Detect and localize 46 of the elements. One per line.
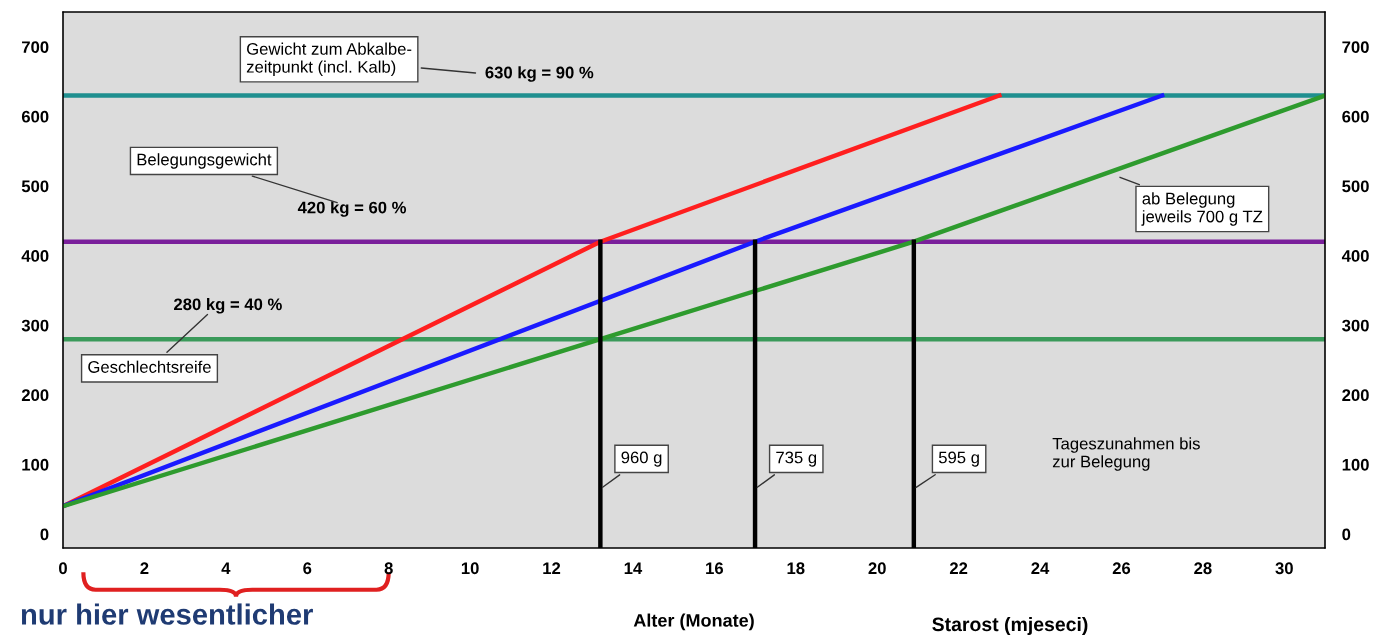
- ref-line-label: 280 kg = 40 %: [174, 297, 282, 314]
- x-tick-label: 28: [1194, 562, 1212, 575]
- y-tick-label: 300: [21, 319, 49, 332]
- x-tick-label: 22: [949, 562, 968, 574]
- x-axis-title: Alter (Monate): [633, 613, 754, 631]
- x-tick-label: 8: [384, 562, 393, 575]
- x-tick-label: 4: [221, 562, 231, 574]
- annotation: Geschlechtsreife: [88, 360, 211, 373]
- x-tick-label: 14: [624, 562, 643, 574]
- annotation: 735 g: [776, 451, 817, 467]
- y2-tick-label: 100: [1342, 458, 1369, 471]
- y-tick-label: 400: [21, 250, 49, 262]
- y-tick-label: 500: [21, 180, 49, 193]
- y-tick-label: 700: [22, 41, 49, 54]
- x-tick-label: 10: [461, 562, 479, 575]
- y-tick-label: 0: [40, 528, 49, 541]
- y-tick-label: 600: [21, 110, 49, 123]
- ref-line-label: 420 kg = 60 %: [297, 201, 407, 217]
- x-tick-label: 0: [59, 562, 67, 575]
- x-tick-label: 2: [140, 562, 149, 574]
- x-tick-label: 20: [868, 562, 886, 575]
- y2-tick-label: 700: [1342, 41, 1369, 54]
- y2-tick-label: 300: [1342, 319, 1369, 332]
- y-tick-label: 100: [22, 458, 49, 471]
- x-tick-label: 12: [543, 562, 561, 574]
- x-tick-label: 6: [303, 562, 312, 575]
- y2-tick-label: 0: [1342, 528, 1351, 541]
- annotation: ab Belegung jeweils 700 g TZ: [1141, 192, 1263, 226]
- y2-tick-label: 200: [1342, 389, 1369, 402]
- annotation: 960 g: [621, 451, 662, 467]
- x-tick-label: 26: [1112, 562, 1131, 575]
- text: nur hier wesentlicher: [21, 603, 313, 625]
- y2-tick-label: 400: [1341, 250, 1369, 262]
- annotation: Tageszunahmen bis zur Belegung: [1052, 437, 1200, 471]
- x-tick-label: 30: [1275, 562, 1293, 575]
- annotation: Belegungsgewicht: [137, 153, 272, 169]
- x-tick-label: 24: [1031, 562, 1050, 574]
- y2-tick-label: 600: [1342, 110, 1369, 123]
- ref-line-label: 630 kg = 90 %: [485, 66, 594, 82]
- annotation: Gewicht zum Abkalbe- zeitpunkt (incl. Kalb): [246, 42, 412, 77]
- y2-tick-label: 500: [1342, 180, 1369, 193]
- y-tick-label: 200: [21, 389, 49, 402]
- annotation: 595 g: [938, 451, 979, 467]
- x-tick-label: 18: [787, 562, 805, 575]
- text: Starost (mjeseci): [932, 616, 1088, 636]
- x-tick-label: 16: [706, 562, 724, 575]
